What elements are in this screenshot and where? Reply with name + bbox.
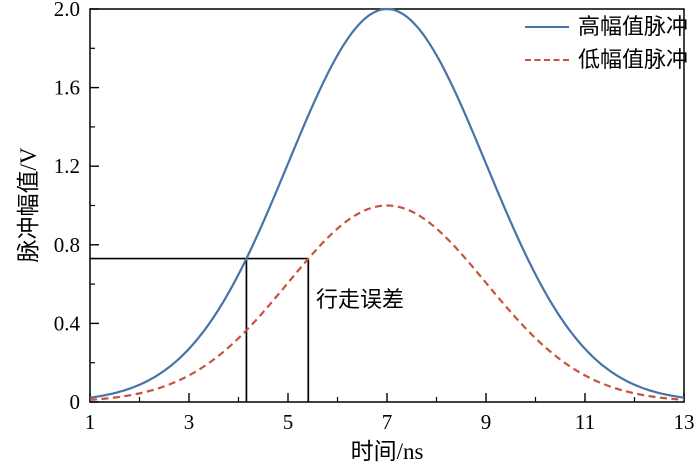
legend-entry-low-pulse: 低幅值脉冲 (524, 47, 688, 72)
legend: 高幅值脉冲 低幅值脉冲 (524, 14, 688, 72)
x-tick-label: 13 (674, 410, 695, 434)
high-pulse-line-sample (524, 26, 569, 28)
y-tick-label: 0.4 (54, 311, 81, 335)
y-tick-label: 0.8 (54, 233, 80, 257)
x-tick-label: 5 (283, 410, 294, 434)
y-tick-label: 1.6 (54, 76, 80, 100)
x-tick-label: 9 (481, 410, 492, 434)
y-tick-label: 0 (70, 390, 81, 414)
x-tick-label: 1 (85, 410, 96, 434)
x-axis-label: 时间/ns (350, 439, 424, 464)
x-tick-label: 11 (575, 410, 595, 434)
y-tick-label: 2.0 (54, 0, 80, 21)
legend-label-low-pulse: 低幅值脉冲 (577, 47, 688, 72)
legend-label-high-pulse: 高幅值脉冲 (577, 14, 688, 39)
walk-error-annotation-label: 行走误差 (316, 287, 405, 312)
low-pulse-line-sample (524, 59, 569, 61)
x-tick-label: 7 (382, 410, 393, 434)
low-pulse-curve (89, 204, 685, 401)
high-pulse-curve (89, 7, 685, 399)
y-axis-label: 脉冲幅值/V (16, 147, 41, 263)
legend-entry-high-pulse: 高幅值脉冲 (524, 14, 688, 39)
y-tick-label: 1.2 (54, 154, 80, 178)
x-tick-label: 3 (184, 410, 195, 434)
